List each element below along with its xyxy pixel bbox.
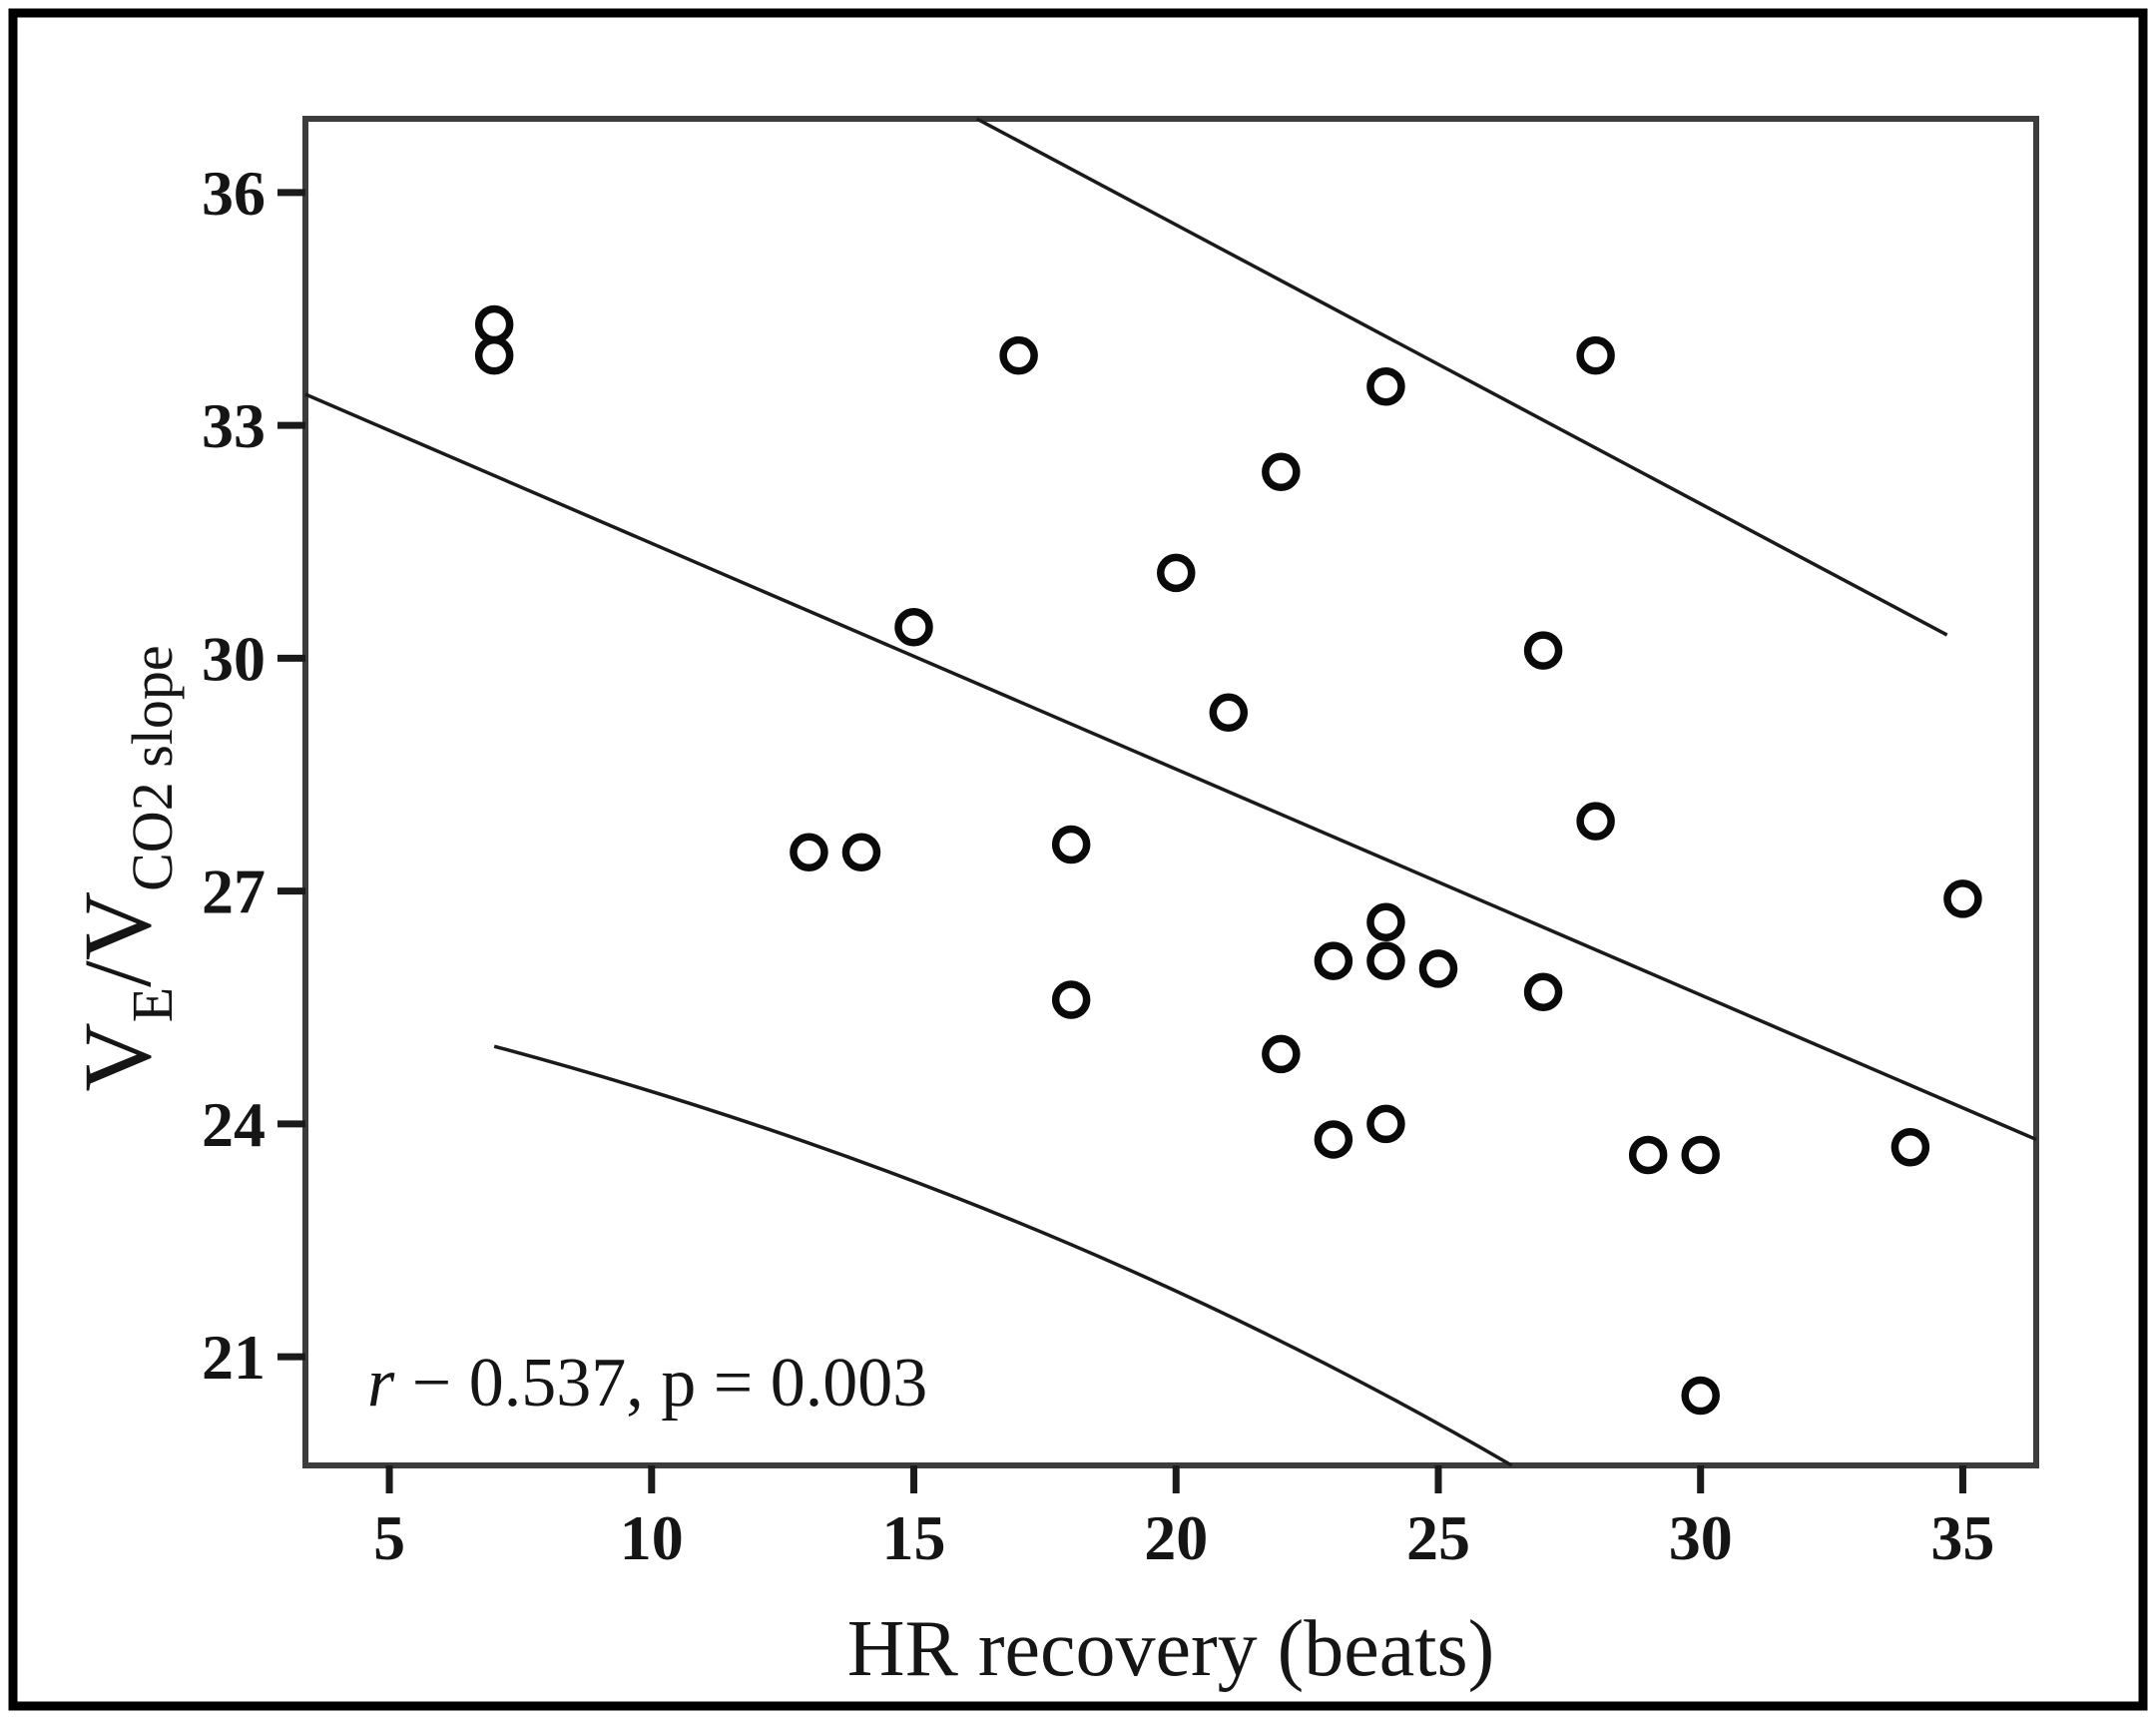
data-point <box>1681 1135 1720 1175</box>
y-tick-label: 33 <box>202 390 266 461</box>
data-point <box>1523 631 1563 670</box>
data-point <box>1366 902 1405 941</box>
y-title-sub-e: E <box>120 987 185 1022</box>
x-tick-label: 30 <box>1669 1502 1733 1573</box>
data-point <box>1209 693 1249 733</box>
data-point <box>1366 941 1405 980</box>
data-point <box>790 833 828 872</box>
fit-and-confidence-lines <box>304 117 2037 1467</box>
data-point <box>1051 825 1091 864</box>
annotation-value-text: − 0.537, p = 0.003 <box>394 1345 927 1422</box>
data-point <box>999 335 1038 375</box>
data-point <box>1943 879 1982 918</box>
data-point <box>474 335 514 375</box>
x-tick-label: 15 <box>882 1502 946 1573</box>
y-tick-label: 36 <box>202 158 266 229</box>
annotation-r-symbol: r <box>367 1345 395 1422</box>
x-tick-label: 20 <box>1144 1502 1208 1573</box>
y-axis-title: VE/VCO2 slope <box>64 645 185 1091</box>
data-point <box>1681 1376 1720 1416</box>
data-point <box>1262 1034 1301 1074</box>
data-point <box>894 608 933 647</box>
plot-frame <box>302 116 2039 1468</box>
data-point <box>1366 1104 1405 1144</box>
x-tick-label: 25 <box>1406 1502 1470 1573</box>
data-point <box>1576 802 1615 841</box>
upper-confidence-line <box>975 117 1948 637</box>
data-point <box>474 304 514 344</box>
correlation-annotation: r − 0.537, p = 0.003 <box>367 1345 927 1422</box>
data-point <box>1157 553 1196 593</box>
data-point <box>1890 1127 1930 1167</box>
lower-confidence-line <box>493 1044 1513 1467</box>
regression-line <box>304 392 2037 1142</box>
data-point <box>1418 949 1458 988</box>
y-tick-label: 30 <box>202 623 266 694</box>
figure-border <box>8 8 2148 1711</box>
data-point <box>1262 452 1301 492</box>
data-points <box>474 304 1982 1416</box>
y-tick-label: 24 <box>202 1089 266 1160</box>
data-point <box>1628 1135 1668 1175</box>
x-tick-label: 10 <box>620 1502 684 1573</box>
data-point <box>1314 941 1353 980</box>
data-point <box>1576 335 1615 375</box>
y-tick-label: 21 <box>202 1322 266 1393</box>
y-title-sub-co2-slope: CO2 slope <box>120 645 185 891</box>
data-point <box>1523 972 1563 1011</box>
data-point <box>1314 1120 1353 1159</box>
y-title-main-v2: /V <box>64 891 171 987</box>
y-title-main-v1: V <box>64 1022 171 1091</box>
data-point <box>1051 980 1091 1019</box>
x-tick-label: 35 <box>1930 1502 1994 1573</box>
x-axis-title: HR recovery (beats) <box>847 1605 1495 1693</box>
y-tick-label: 27 <box>202 857 266 927</box>
data-point <box>1366 366 1405 406</box>
data-point <box>841 833 881 872</box>
x-tick-label: 5 <box>373 1502 405 1573</box>
axis-ticks: 21 24 27 30 33 36 5 10 15 20 25 30 35 <box>202 158 1994 1573</box>
